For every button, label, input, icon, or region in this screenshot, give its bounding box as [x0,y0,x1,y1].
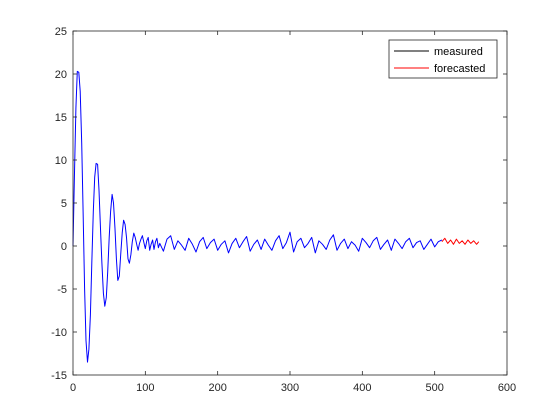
legend-label-measured: measured [434,46,483,58]
y-tick-label: 10 [55,155,67,167]
plot-area-frame [72,30,508,376]
x-tick-label: 0 [70,382,76,394]
x-tick-label: 600 [498,382,516,394]
y-tick-label: -10 [51,327,67,339]
series-layer [72,70,480,363]
x-tick-label: 100 [136,382,154,394]
y-tick-label: -5 [57,284,67,296]
legend-box [388,39,498,79]
x-tick-label: 400 [353,382,371,394]
y-tick-label: 20 [55,69,67,81]
y-tick-label: 25 [55,26,67,38]
series-line-forecasted [441,237,480,245]
legend: measured forecasted [388,39,498,79]
x-axis-ticks: 0 100 200 300 400 500 600 [70,31,516,394]
y-tick-label: -15 [51,370,67,382]
y-tick-label: 5 [61,198,67,210]
y-axis-ticks: -15 -10 -5 0 5 10 15 20 25 [51,26,507,382]
x-tick-label: 200 [208,382,226,394]
x-tick-label: 300 [281,382,299,394]
y-tick-label: 0 [61,241,67,253]
y-tick-label: 15 [55,112,67,124]
legend-label-forecasted: forecasted [434,63,485,75]
x-tick-label: 500 [425,382,443,394]
series-line-measured [72,70,443,363]
